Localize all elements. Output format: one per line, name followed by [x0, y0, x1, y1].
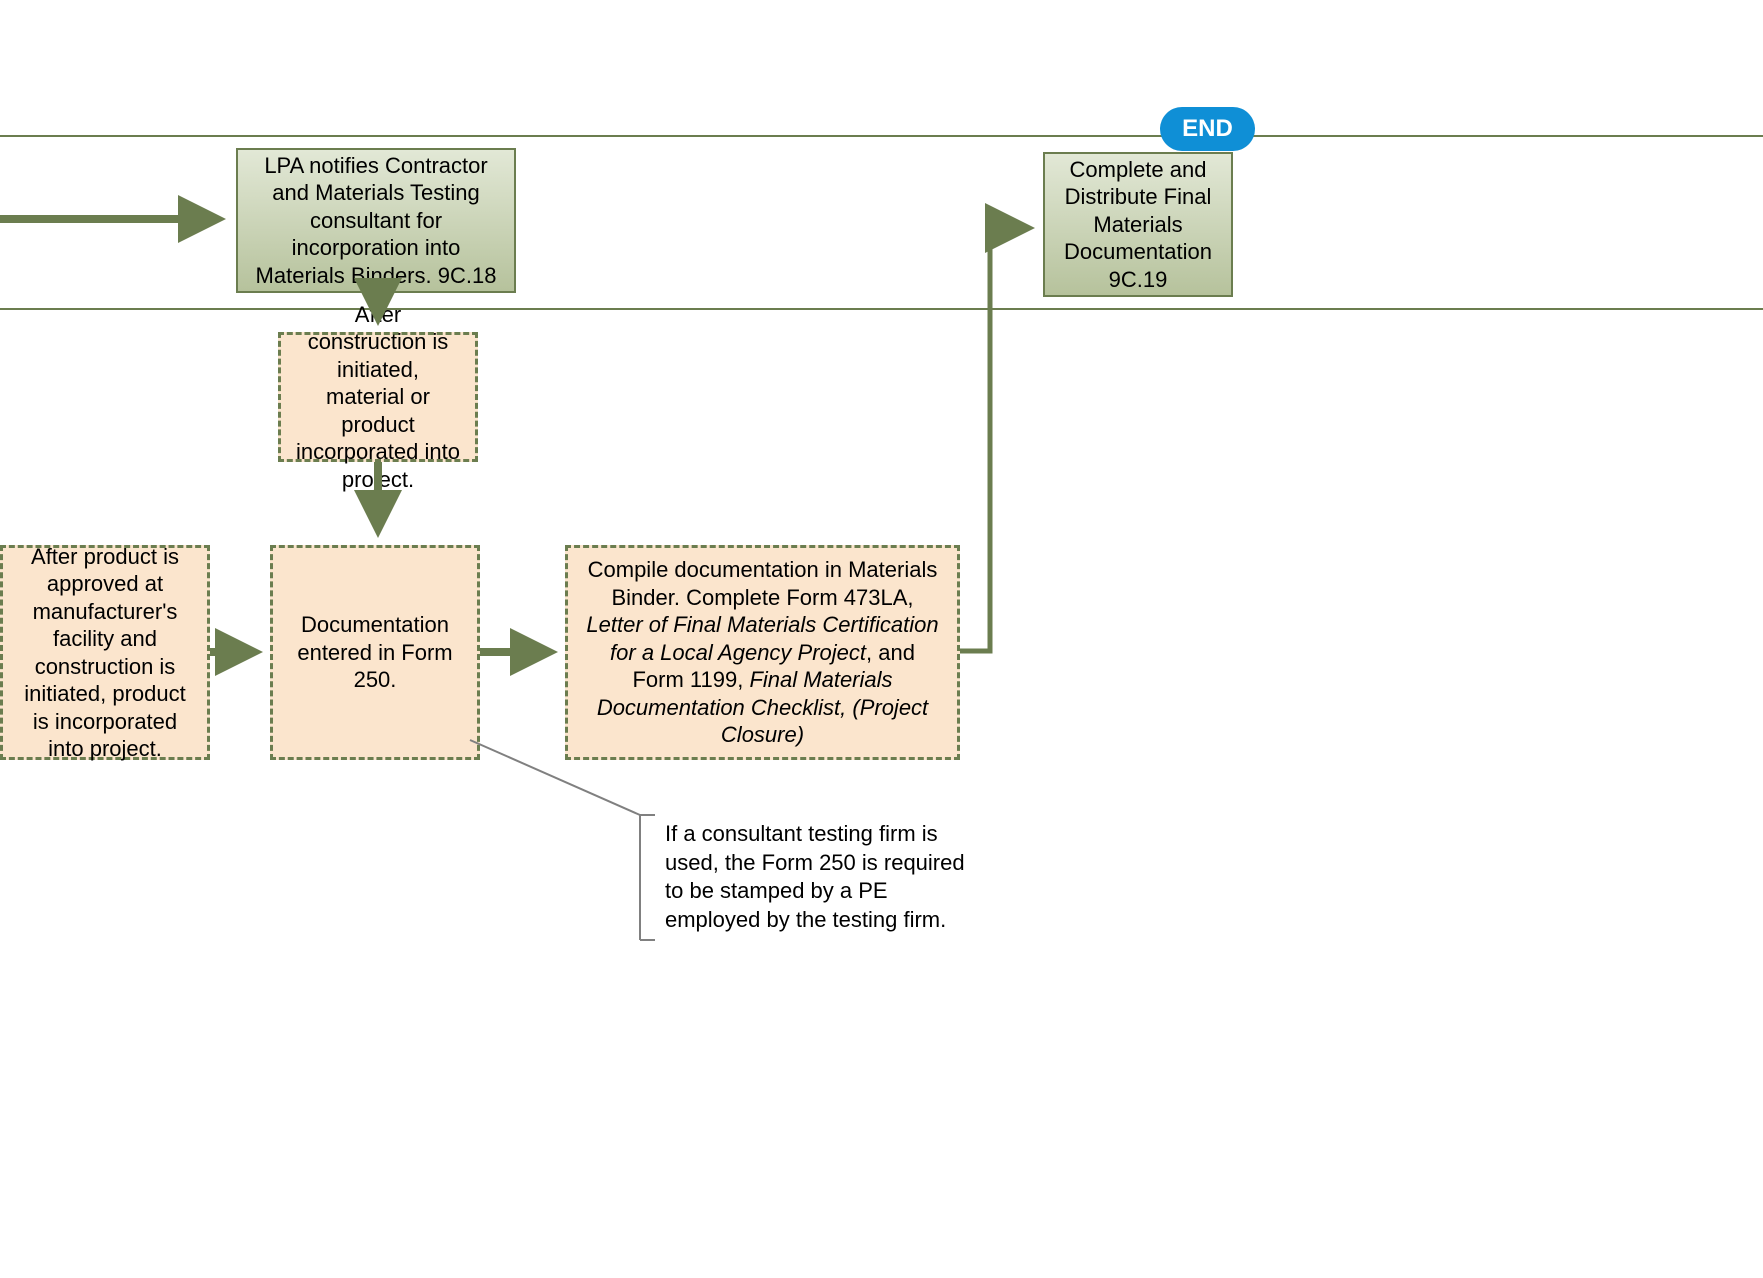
node-doc-form250: Documentation entered in Form 250. [270, 545, 480, 760]
node-final-docs: Complete and Distribute Final Materials … [1043, 152, 1233, 297]
node-compile: Compile documentation in Materials Binde… [565, 545, 960, 760]
node-final-docs-text: Complete and Distribute Final Materials … [1059, 156, 1217, 294]
node-lpa-notify: LPA notifies Contractor and Materials Te… [236, 148, 516, 293]
end-badge: END [1160, 107, 1255, 151]
arrow-compile-to-final [960, 228, 1030, 651]
node-after-product-text: After product is approved at manufacture… [17, 543, 193, 763]
swimlane-top [0, 135, 1763, 137]
node-after-construction: After construction is initiated, materia… [278, 332, 478, 462]
swimlane-bottom [0, 308, 1763, 310]
end-label: END [1182, 115, 1233, 143]
node-after-construction-text: After construction is initiated, materia… [295, 301, 461, 494]
node-after-product: After product is approved at manufacture… [0, 545, 210, 760]
annotation-text: If a consultant testing firm is used, th… [665, 820, 985, 934]
annotation-content: If a consultant testing firm is used, th… [665, 821, 965, 932]
node-doc-form250-text: Documentation entered in Form 250. [287, 611, 463, 694]
node-compile-text: Compile documentation in Materials Binde… [582, 556, 943, 749]
node-lpa-notify-text: LPA notifies Contractor and Materials Te… [252, 152, 500, 290]
